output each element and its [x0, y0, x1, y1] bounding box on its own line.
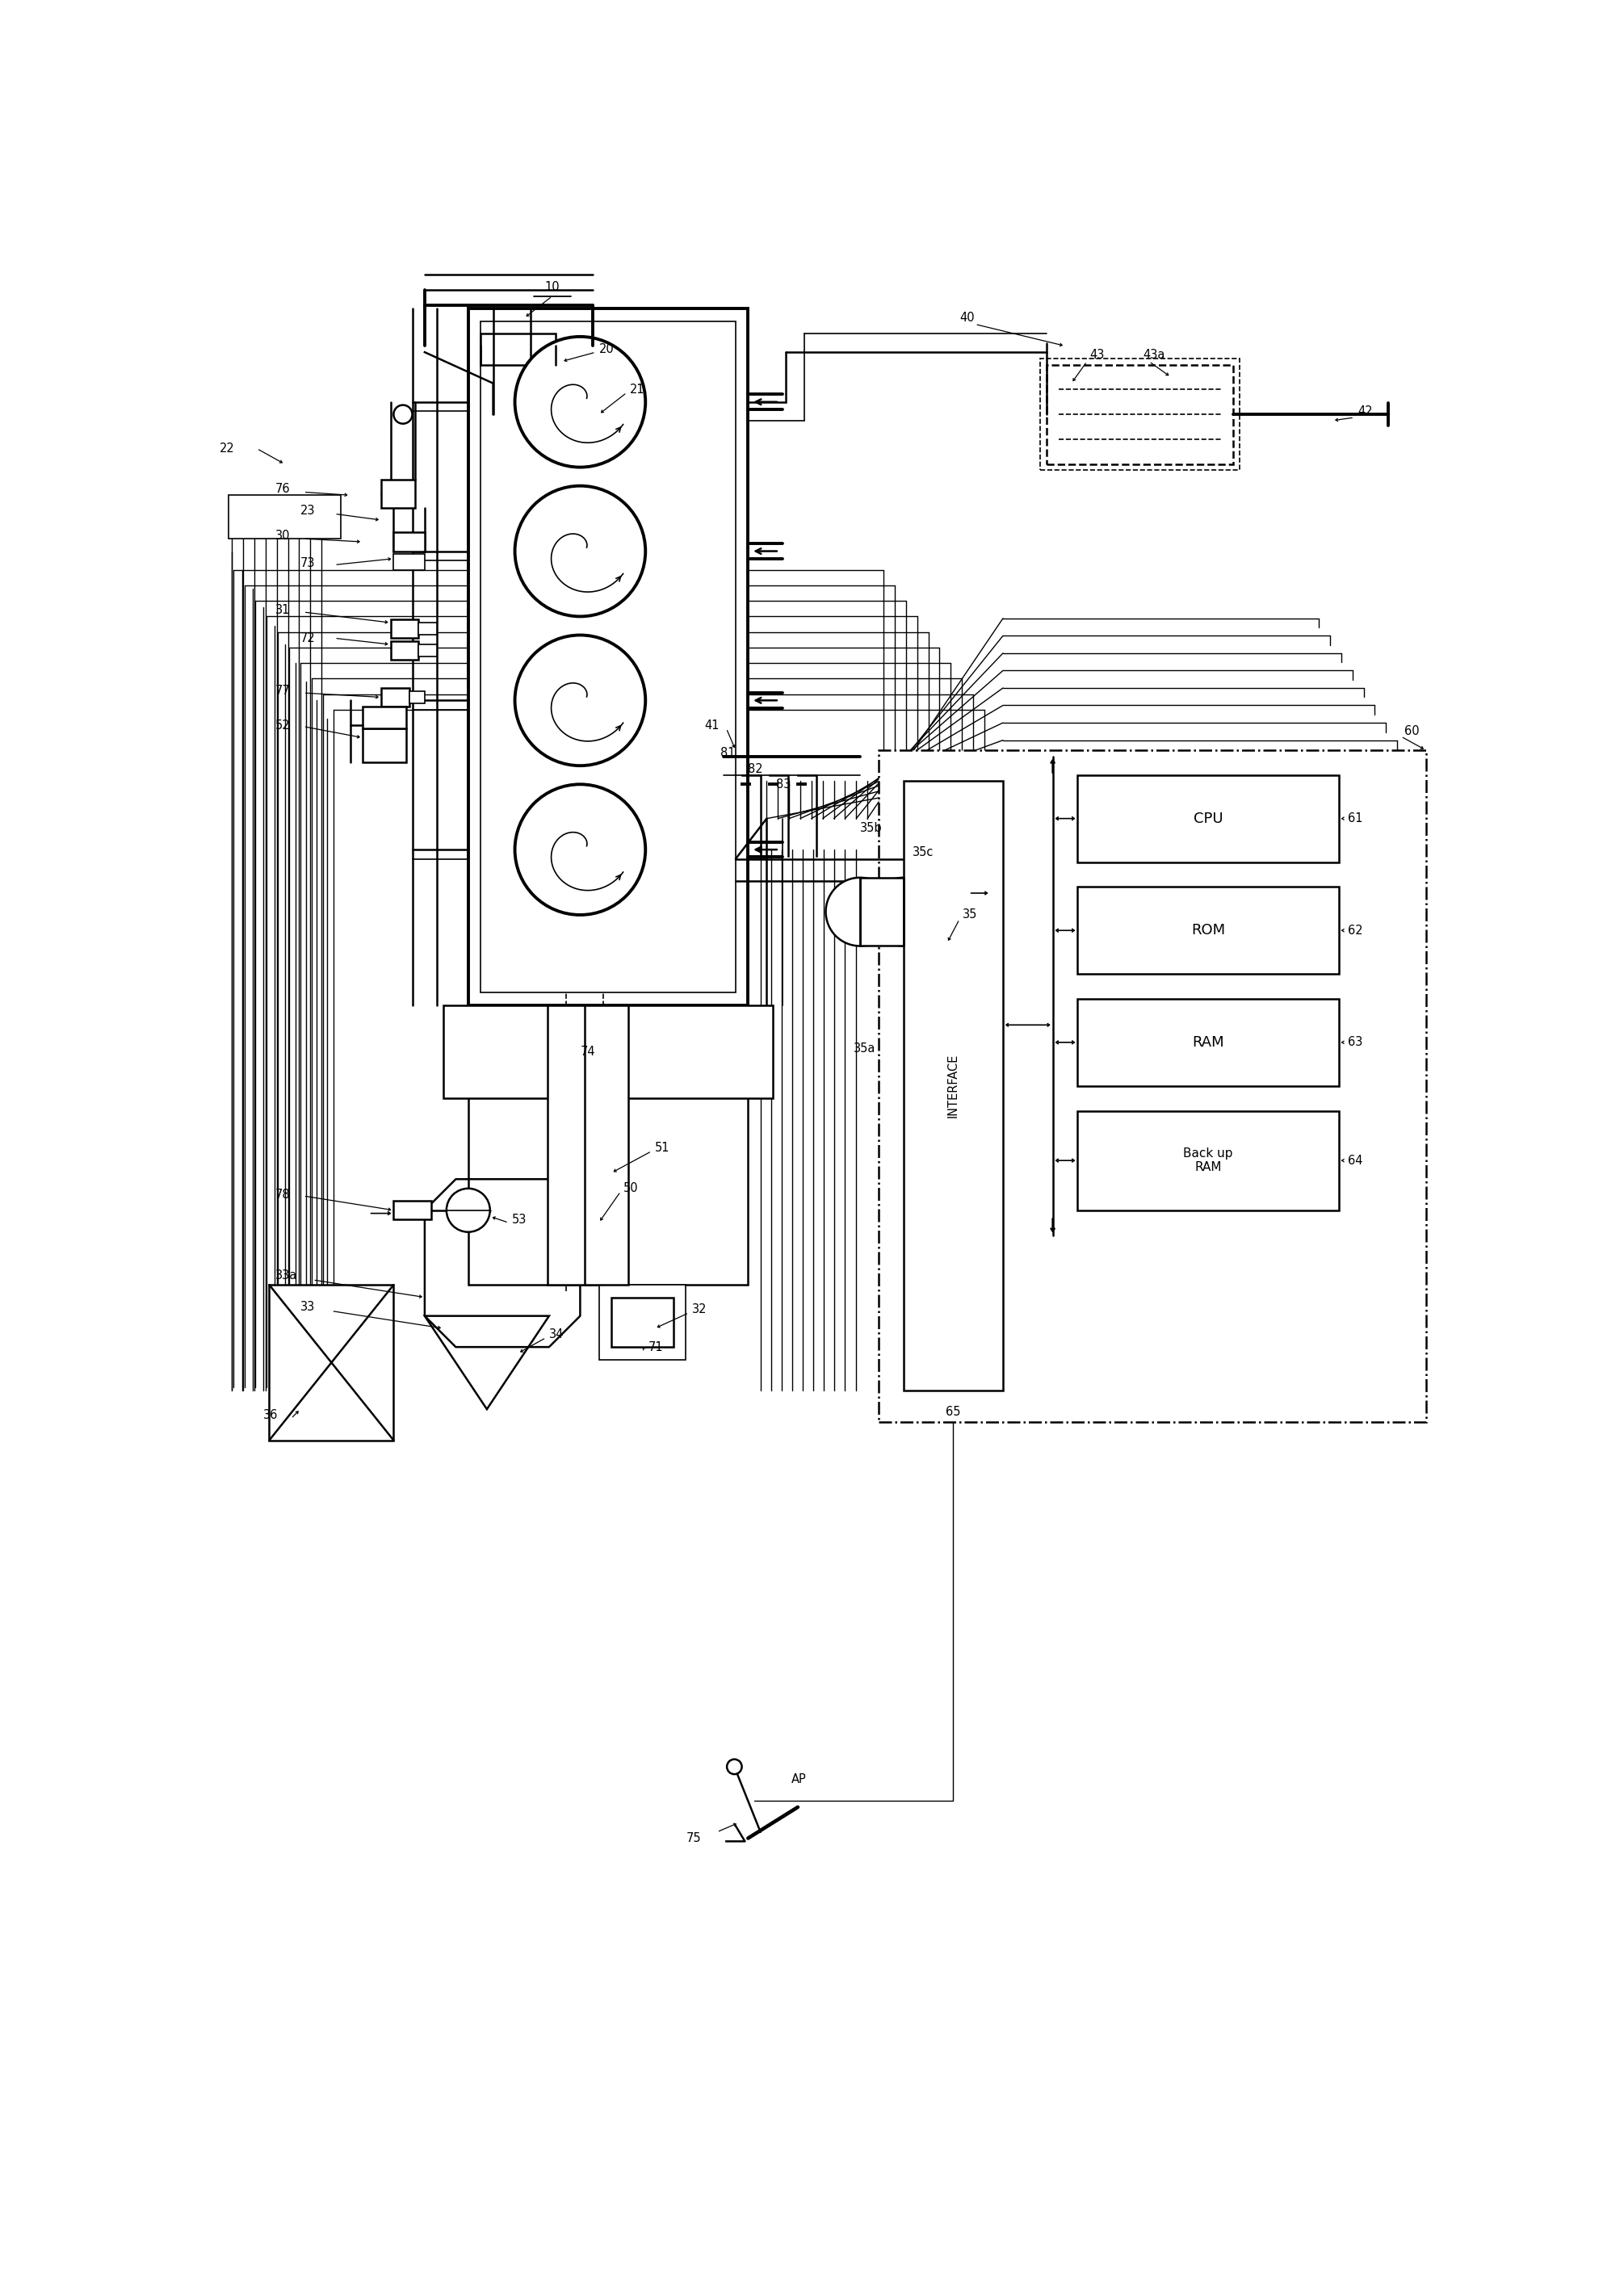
- Text: RAM: RAM: [1192, 1036, 1224, 1050]
- Bar: [481, 333, 555, 365]
- Text: 53: 53: [512, 1214, 526, 1225]
- Bar: [481, 322, 736, 993]
- Text: 52: 52: [276, 719, 291, 730]
- Bar: [947, 881, 970, 906]
- Text: 36: 36: [263, 1410, 278, 1422]
- Text: 83: 83: [776, 778, 791, 790]
- Bar: [419, 623, 437, 634]
- Text: 42: 42: [1358, 406, 1372, 418]
- Bar: [481, 1018, 736, 1273]
- Text: 50: 50: [624, 1182, 638, 1193]
- Text: 65: 65: [945, 1406, 961, 1419]
- Bar: [585, 1004, 628, 1285]
- Bar: [393, 532, 425, 552]
- Bar: [419, 644, 437, 657]
- Text: 43: 43: [1090, 349, 1104, 361]
- Bar: [443, 1004, 773, 1098]
- Bar: [879, 751, 1426, 1422]
- Text: 75: 75: [685, 1832, 702, 1844]
- Bar: [1078, 1000, 1338, 1086]
- Text: 74: 74: [580, 1045, 594, 1059]
- Circle shape: [728, 1759, 742, 1773]
- Circle shape: [825, 879, 895, 947]
- Text: CPU: CPU: [1194, 810, 1223, 826]
- Bar: [468, 1004, 749, 1285]
- Text: 64: 64: [1348, 1155, 1363, 1166]
- Text: 78: 78: [276, 1189, 291, 1200]
- Text: 62: 62: [1348, 924, 1363, 936]
- Bar: [390, 618, 419, 639]
- Text: 60: 60: [1405, 726, 1419, 737]
- Text: 40: 40: [960, 313, 974, 324]
- Bar: [1078, 776, 1338, 863]
- Bar: [547, 1004, 591, 1285]
- Circle shape: [393, 404, 412, 424]
- Bar: [409, 691, 425, 703]
- Bar: [468, 308, 749, 1004]
- Text: 71: 71: [648, 1342, 664, 1353]
- Circle shape: [515, 486, 645, 616]
- Text: Back up
RAM: Back up RAM: [1184, 1148, 1233, 1173]
- Bar: [270, 1285, 393, 1440]
- Bar: [861, 879, 903, 947]
- Circle shape: [515, 785, 645, 915]
- Text: ROM: ROM: [1190, 924, 1224, 938]
- Bar: [393, 1200, 430, 1219]
- Bar: [229, 495, 341, 539]
- Text: 82: 82: [749, 762, 763, 776]
- Text: 72: 72: [300, 632, 315, 644]
- Text: 22: 22: [219, 443, 234, 454]
- Bar: [903, 780, 1004, 1390]
- Text: 35: 35: [963, 908, 978, 922]
- Text: 51: 51: [654, 1141, 669, 1155]
- Text: 33: 33: [300, 1301, 315, 1312]
- Text: 23: 23: [300, 504, 315, 516]
- Bar: [390, 641, 419, 659]
- Bar: [1078, 1111, 1338, 1209]
- Text: 61: 61: [1348, 812, 1363, 824]
- Circle shape: [952, 956, 974, 979]
- Text: 43a: 43a: [1143, 349, 1164, 361]
- Text: 21: 21: [630, 383, 645, 395]
- Text: 35c: 35c: [913, 847, 934, 858]
- Text: 77: 77: [276, 685, 291, 696]
- Text: AP: AP: [791, 1773, 807, 1785]
- Bar: [1041, 358, 1239, 470]
- Bar: [611, 1296, 674, 1346]
- Bar: [393, 555, 425, 570]
- Bar: [382, 479, 416, 507]
- Text: 34: 34: [549, 1328, 564, 1340]
- Bar: [599, 1285, 685, 1360]
- Text: 33a: 33a: [276, 1269, 297, 1282]
- Text: 76: 76: [276, 484, 291, 495]
- Text: 41: 41: [705, 719, 719, 730]
- Circle shape: [869, 879, 937, 947]
- Text: 35b: 35b: [861, 822, 882, 833]
- Bar: [362, 728, 406, 762]
- Text: 81: 81: [719, 746, 736, 760]
- Text: 35a: 35a: [854, 1043, 875, 1054]
- Bar: [382, 687, 409, 707]
- Text: 10: 10: [544, 281, 560, 292]
- Bar: [362, 707, 406, 728]
- Text: 20: 20: [599, 342, 614, 356]
- Text: INTERFACE: INTERFACE: [947, 1054, 960, 1118]
- Bar: [1046, 365, 1233, 463]
- Circle shape: [447, 1189, 490, 1232]
- Text: 30: 30: [276, 529, 291, 541]
- Text: 31: 31: [276, 605, 291, 616]
- Circle shape: [515, 338, 645, 468]
- Circle shape: [515, 634, 645, 767]
- Text: 63: 63: [1348, 1036, 1363, 1047]
- Text: 32: 32: [692, 1303, 706, 1317]
- Text: 73: 73: [300, 557, 315, 570]
- Bar: [1078, 888, 1338, 974]
